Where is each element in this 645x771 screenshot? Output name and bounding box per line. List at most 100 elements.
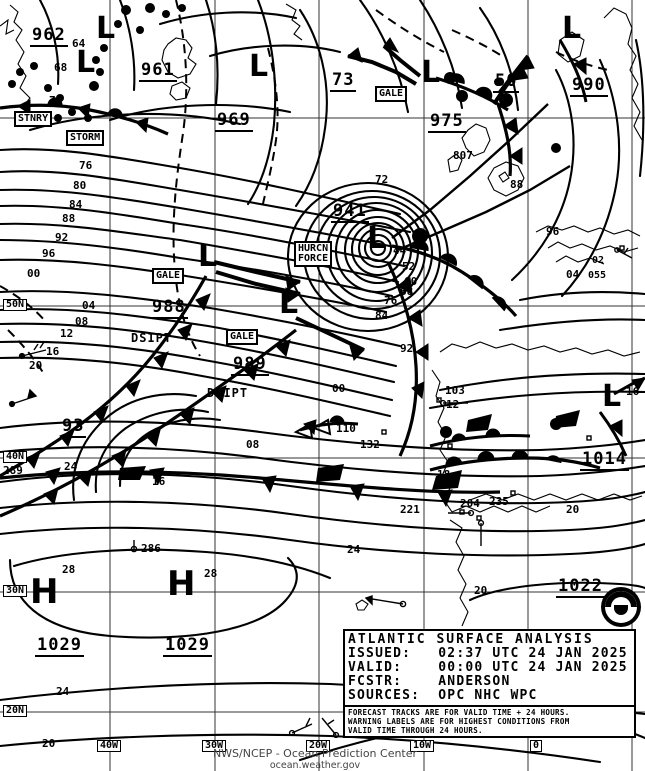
isobar-label: 72 [49,94,63,107]
pressure-value: 990 [570,75,608,97]
warning-label-gale: GALE [152,268,185,284]
low-center-symbol: L [602,379,622,414]
low-center-symbol: L [76,45,96,80]
isobar-label: 18 [437,468,451,481]
pressure-value: 988 [150,297,188,319]
disclaimer-panel: FORECAST TRACKS ARE FOR VALID TIME + 24 … [343,705,636,739]
isobar-label: 28 [204,567,218,580]
analysis-legend-panel: ATLANTIC SURFACE ANALYSIS ISSUED: 02:37 … [343,629,636,708]
station-wind-barb [130,540,138,553]
longitude-label-0: 0 [530,740,543,752]
isobar-label: 68 [400,285,414,298]
station-wind-barb [18,341,47,360]
isobar-label: 76 [384,294,398,307]
coastlines [0,3,643,627]
isobar-label: 52 [402,260,416,273]
disclaimer-line-3: VALID TIME THROUGH 24 HOURS. [348,726,483,736]
isobar-label: 00 [332,382,346,395]
low-center-symbol: L [249,49,269,84]
isobar-label: 807 [453,149,473,162]
isobar-label: 92 [55,231,69,244]
isobar-label: 92 [400,342,414,355]
low-center-symbol: L [198,239,218,274]
isobar-label: 235 [489,495,509,508]
isobar-label: 80 [73,179,87,192]
disclaimer-line-1: FORECAST TRACKS ARE FOR VALID TIME + 24 … [348,708,570,717]
isobar-label: 16 [626,385,640,398]
pressure-value: 989 [231,354,269,376]
isobar-label: 72 [375,173,389,186]
low-center-symbol: L [367,221,387,256]
legend-issued: ISSUED: 02:37 UTC 24 JAN 2025 [348,646,628,662]
station-wind-barb [364,595,407,608]
legend-sources: SOURCES: OPC NHC WPC [348,688,538,704]
legend-valid: VALID: 00:00 UTC 24 JAN 2025 [348,660,628,676]
hurcn-line1: HURCN [298,243,329,254]
low-center-symbol: L [279,286,299,321]
isobar-label: 00 [27,267,41,280]
isobar-label: 132 [360,438,380,451]
isobar-label: 221 [400,503,420,516]
front-label-hurcn-force: HURCN FORCE [294,241,333,267]
hurcn-line2: FORCE [298,253,329,264]
isobar-label: 24 [64,460,78,473]
warm-fronts [391,73,601,472]
longitude-label-40w: 40W [97,740,122,752]
longitude-label-20w: 20W [306,740,331,752]
longitude-label-30w: 30W [202,740,227,752]
isobar-label: 289 [3,464,23,477]
dissipating-front [293,418,332,440]
isobar-label: 110 [336,422,356,435]
noaa-logo [601,587,641,627]
low-center-symbol: L [421,55,441,90]
front-label-dsipt: DSIPT [131,331,173,345]
warning-label-storm: STORM [66,130,105,146]
forecast-track-arrows [213,37,645,396]
isobar-label: 20 [474,584,488,597]
isobar-label: 08 [75,315,89,328]
isobar-label: 84 [375,309,389,322]
isobar-label: 24 [56,685,70,698]
isobar-label: 96 [42,247,56,260]
pressure-value: 1022 [556,576,605,598]
pressure-value: 93 [60,416,87,438]
attribution-agency: NWS/NCEP - Ocean Prediction Center [212,747,418,760]
attribution: NWS/NCEP - Ocean Prediction Center ocean… [185,747,445,771]
isobar-label: 16 [46,345,60,358]
isobar-label: 96 [546,225,560,238]
station-wind-barb [8,388,38,408]
isobar-label: 64 [72,37,86,50]
warning-label-gale: GALE [375,86,408,102]
legend-title: ATLANTIC SURFACE ANALYSIS [348,632,594,647]
isobar-label: 76 [79,159,93,172]
isobar-label: 04 [566,268,580,281]
station-wind-barb [288,717,313,737]
isobar-label: 20 [566,503,580,516]
attribution-website: ocean.weather.gov [269,760,361,771]
high-center-symbol: H [167,564,196,604]
isobar-label: 84 [69,198,83,211]
pressure-value: 962 [30,25,68,47]
isobar-label: 24 [347,543,361,556]
disclaimer-line-2: WARNING LABELS ARE FOR HIGHEST CONDITION… [348,717,570,727]
front-label-stnry: STNRY [14,111,53,127]
isobar-label: 16 [152,475,166,488]
isobar-label: 88 [510,178,524,191]
isobar-label: 055 [588,270,607,281]
legend-forecaster: FCSTR: ANDERSON [348,674,511,690]
isobar-label: 103 [445,384,465,397]
isobar-label: 12 [60,327,74,340]
latitude-label-20n: 20N [3,705,28,717]
latitude-label-50n: 50N [3,299,28,311]
warning-label-gale: GALE [226,329,259,345]
isobar-label: 20 [42,737,56,750]
isobar-label: 60 [404,275,418,288]
isobar-label: 88 [62,212,76,225]
noaa-logo-inner [605,591,637,623]
pressure-value: 1029 [163,635,212,657]
high-center-symbol: H [30,572,59,612]
isobar-label: 02 [592,255,605,266]
troughs-dashed [0,0,609,375]
isobar-label: 20 [29,359,43,372]
station-wind-barb [321,717,340,739]
